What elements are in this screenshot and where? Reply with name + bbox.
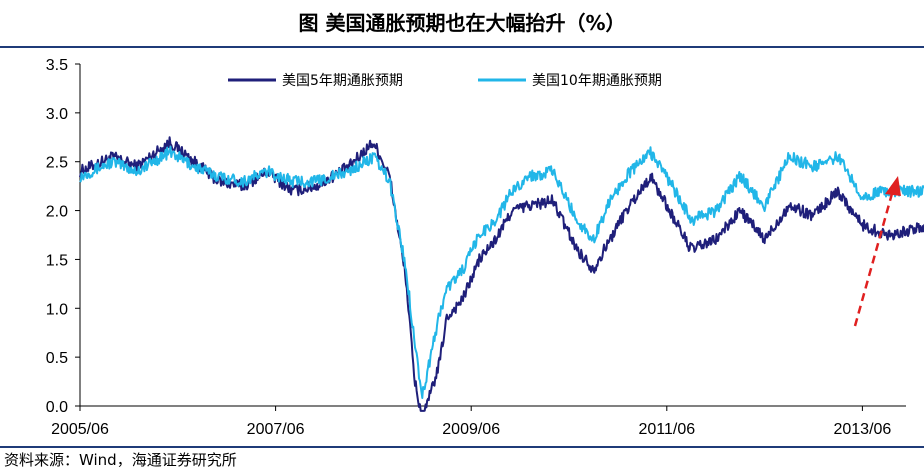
x-tick-label: 2009/06: [442, 421, 500, 438]
chart-axes: 0.0 0.5 1.0 1.5 2.0 2.5 3.0 3.5 2005/06 2007/06 20…: [46, 57, 906, 438]
legend-label-2: 美国10年期通胀预期: [532, 73, 662, 89]
y-tick-label: 0.5: [46, 350, 68, 367]
y-tick-label: 0.0: [46, 399, 68, 416]
legend-label-1: 美国5年期通胀预期: [282, 73, 403, 89]
y-tick-label: 1.5: [46, 252, 68, 269]
source-divider: [0, 446, 924, 448]
arrow-shaft: [853, 189, 895, 327]
y-tick-label: 3.0: [46, 106, 68, 123]
y-tick-label: 3.5: [46, 57, 68, 74]
series-line-2: [79, 145, 924, 399]
arrow-head: [885, 176, 901, 196]
x-tick-label: 2013/06: [833, 421, 891, 438]
series-layer: [79, 136, 924, 412]
trend-arrow-annotation: [853, 176, 901, 327]
x-tick-label: 2007/06: [247, 421, 305, 438]
chart-title: 图 美国通胀预期也在大幅抬升（%）: [298, 11, 626, 35]
x-tick-label: 2011/06: [638, 421, 695, 438]
y-tick-label: 2.5: [46, 155, 68, 172]
y-tick-label: 1.0: [46, 301, 68, 318]
title-divider: [0, 46, 924, 48]
chart-legend: 美国5年期通胀预期 美国10年期通胀预期: [228, 73, 662, 89]
source-note: 资料来源：Wind，海通证券研究所: [4, 451, 237, 469]
y-tick-label: 2.0: [46, 204, 68, 221]
series-line-1: [79, 136, 924, 412]
x-tick-label: 2005/06: [51, 421, 109, 438]
line-chart: 0.0 0.5 1.0 1.5 2.0 2.5 3.0 3.5 2005/06 2007/06 20…: [46, 57, 924, 438]
